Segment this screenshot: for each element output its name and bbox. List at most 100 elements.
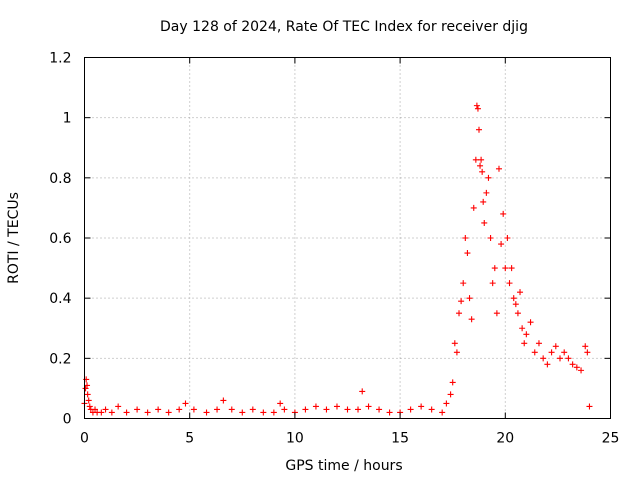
data-point	[144, 409, 151, 416]
x-tick-label: 20	[496, 431, 514, 447]
data-point	[249, 406, 256, 413]
y-tick-label: 1	[63, 111, 72, 127]
data-point	[498, 241, 505, 248]
data-point	[468, 316, 475, 323]
point-layer	[81, 102, 593, 416]
data-point	[214, 406, 221, 413]
data-point	[447, 391, 454, 398]
data-point	[506, 280, 513, 287]
data-point	[519, 325, 526, 332]
data-point	[480, 198, 487, 205]
data-point	[514, 310, 521, 317]
data-point	[333, 403, 340, 410]
data-point	[376, 406, 383, 413]
data-point	[500, 210, 507, 217]
data-point	[561, 349, 568, 356]
data-point	[443, 400, 450, 407]
data-point	[495, 165, 502, 172]
y-tick-label: 1.2	[49, 51, 71, 67]
data-point	[312, 403, 319, 410]
y-tick-label: 0.6	[49, 231, 71, 247]
data-point	[493, 310, 500, 317]
data-point	[504, 235, 511, 241]
data-point	[102, 406, 109, 413]
data-point	[449, 379, 456, 386]
data-point	[489, 280, 496, 287]
data-point	[270, 409, 277, 416]
data-point	[535, 340, 542, 347]
data-point	[531, 349, 538, 356]
data-point	[281, 406, 288, 413]
data-point	[115, 403, 122, 410]
data-point	[355, 406, 362, 413]
data-point	[239, 409, 246, 416]
data-point	[439, 409, 446, 416]
data-point	[478, 156, 485, 163]
data-point	[479, 168, 486, 175]
data-point	[470, 204, 477, 211]
x-tick-label: 15	[391, 431, 409, 447]
y-tick-label: 0.2	[49, 351, 71, 367]
data-point	[84, 391, 91, 398]
data-point	[134, 406, 141, 413]
data-point	[418, 403, 425, 410]
y-tick-label: 0.8	[49, 171, 71, 187]
data-point	[464, 250, 471, 257]
data-point	[451, 340, 458, 347]
data-point	[510, 295, 517, 302]
data-point	[428, 406, 435, 413]
y-axis-label: ROTI / TECUs	[6, 192, 22, 284]
y-tick-label: 0.4	[49, 291, 71, 307]
data-point	[517, 289, 524, 296]
data-point	[165, 409, 172, 416]
x-tick-label: 25	[602, 431, 620, 447]
data-point	[472, 156, 479, 163]
data-point	[548, 349, 555, 356]
data-point	[190, 406, 197, 413]
data-point	[474, 105, 481, 112]
data-point	[586, 403, 593, 410]
data-point	[344, 406, 351, 413]
data-point	[473, 102, 480, 109]
y-tick-label: 0	[63, 412, 72, 428]
data-point	[84, 382, 91, 389]
data-point	[508, 265, 515, 272]
data-point	[540, 355, 547, 362]
data-point	[552, 343, 559, 350]
chart-title: Day 128 of 2024, Rate Of TEC Index for r…	[160, 19, 528, 35]
data-point	[544, 361, 551, 368]
data-point	[460, 280, 467, 287]
tick-layer: 0 5 10 15 20 25 0 0.2 0.4 0.6 0.8 1 1.2	[49, 51, 619, 447]
data-point	[485, 174, 492, 181]
data-point	[92, 406, 99, 413]
data-point	[407, 406, 414, 413]
data-point	[302, 406, 309, 413]
x-axis-label: GPS time / hours	[285, 458, 402, 474]
data-point	[86, 403, 93, 410]
data-point	[582, 343, 589, 350]
data-point	[359, 388, 366, 395]
data-point	[82, 385, 89, 392]
data-point	[108, 409, 115, 416]
data-point	[462, 235, 469, 241]
data-point	[527, 319, 534, 326]
data-point	[476, 126, 482, 133]
data-point	[569, 361, 576, 368]
data-point	[365, 403, 372, 410]
data-point	[386, 409, 393, 416]
data-point	[456, 310, 463, 317]
data-point	[277, 400, 284, 407]
data-point	[453, 349, 460, 356]
data-point	[182, 400, 189, 407]
data-point	[483, 189, 490, 196]
data-point	[557, 355, 564, 362]
data-point	[260, 409, 267, 416]
data-point	[98, 409, 105, 416]
x-tick-label: 5	[185, 431, 194, 447]
data-point	[228, 406, 235, 413]
data-point	[491, 265, 498, 272]
data-point	[155, 406, 162, 413]
data-point	[477, 162, 484, 169]
data-point	[521, 340, 528, 347]
